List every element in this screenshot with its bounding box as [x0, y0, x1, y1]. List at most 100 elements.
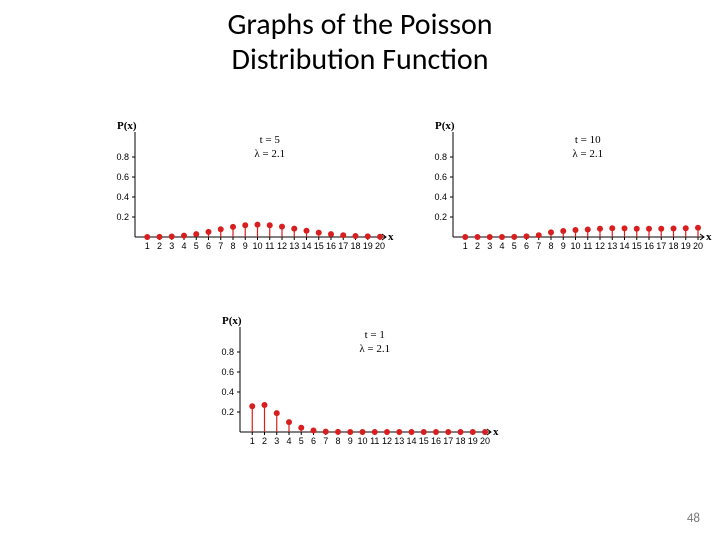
marker	[487, 234, 493, 240]
marker	[622, 225, 628, 231]
x-axis-label: x	[706, 231, 712, 243]
x-tick-label: 3	[487, 241, 492, 251]
marker	[340, 232, 346, 238]
title-line-2: Distribution Function	[231, 41, 488, 78]
x-tick-label: 4	[181, 241, 186, 251]
marker	[347, 429, 353, 435]
x-tick-label: 8	[230, 241, 235, 251]
x-tick-label: 4	[286, 436, 291, 446]
x-tick-label: 20	[480, 436, 490, 446]
marker	[242, 222, 248, 228]
marker	[169, 233, 175, 239]
marker	[475, 234, 481, 240]
y-tick-label: 0.2	[434, 212, 447, 222]
x-tick-label: 6	[311, 436, 316, 446]
marker	[409, 429, 415, 435]
marker	[433, 429, 439, 435]
marker	[267, 222, 273, 228]
param-t: t = 1	[365, 329, 385, 341]
x-tick-label: 20	[375, 241, 385, 251]
x-tick-label: 12	[382, 436, 392, 446]
marker	[384, 429, 390, 435]
x-tick-label: 15	[314, 241, 324, 251]
marker	[511, 234, 517, 240]
marker	[470, 429, 476, 435]
x-tick-label: 1	[250, 436, 255, 446]
x-tick-label: 10	[570, 241, 580, 251]
x-tick-label: 7	[323, 436, 328, 446]
y-axis-label: P(x)	[435, 120, 455, 132]
x-axis-label: x	[493, 426, 499, 438]
marker	[396, 429, 402, 435]
x-axis-label: x	[388, 231, 394, 243]
param-t: t = 10	[575, 134, 601, 146]
x-tick-label: 5	[512, 241, 517, 251]
x-tick-label: 11	[370, 436, 379, 446]
marker	[372, 429, 378, 435]
marker	[206, 229, 212, 235]
x-tick-label: 17	[443, 436, 453, 446]
x-tick-label: 10	[252, 241, 262, 251]
x-tick-label: 8	[335, 436, 340, 446]
marker	[573, 227, 579, 233]
stem-chart: P(x)x0.20.40.60.812345678910111213141516…	[90, 115, 390, 265]
x-tick-label: 4	[499, 241, 504, 251]
marker	[377, 234, 383, 240]
x-tick-label: 17	[338, 241, 348, 251]
marker	[695, 225, 701, 231]
marker	[304, 228, 310, 234]
y-tick-label: 0.2	[221, 407, 234, 417]
marker	[458, 429, 464, 435]
x-tick-label: 14	[301, 241, 311, 251]
param-lambda: λ = 2.1	[254, 148, 285, 160]
x-tick-label: 3	[169, 241, 174, 251]
param-t: t = 5	[260, 134, 281, 146]
x-tick-label: 17	[656, 241, 666, 251]
y-tick-label: 0.4	[116, 192, 129, 202]
y-tick-label: 0.6	[116, 172, 129, 182]
y-tick-label: 0.8	[116, 152, 129, 162]
x-tick-label: 13	[607, 241, 617, 251]
x-tick-label: 6	[206, 241, 211, 251]
marker	[193, 231, 199, 237]
marker	[445, 429, 451, 435]
y-tick-label: 0.4	[434, 192, 447, 202]
marker	[524, 233, 530, 239]
marker	[230, 224, 236, 230]
x-tick-label: 3	[274, 436, 279, 446]
x-tick-label: 12	[277, 241, 287, 251]
x-tick-label: 14	[619, 241, 629, 251]
x-tick-label: 11	[583, 241, 592, 251]
y-tick-label: 0.4	[221, 387, 234, 397]
x-tick-label: 11	[265, 241, 274, 251]
x-tick-label: 8	[548, 241, 553, 251]
stem-chart: P(x)x0.20.40.60.812345678910111213141516…	[408, 115, 708, 265]
x-tick-label: 6	[524, 241, 529, 251]
x-tick-label: 10	[357, 436, 367, 446]
marker	[218, 226, 224, 232]
x-tick-label: 13	[394, 436, 404, 446]
marker	[298, 425, 304, 431]
marker	[499, 234, 505, 240]
marker	[255, 222, 261, 228]
x-tick-label: 2	[157, 241, 162, 251]
chart-t1: P(x)x0.20.40.60.812345678910111213141516…	[195, 310, 495, 460]
y-axis-label: P(x)	[222, 315, 242, 327]
marker	[311, 428, 317, 434]
x-tick-label: 18	[350, 241, 360, 251]
x-tick-label: 19	[681, 241, 691, 251]
marker	[353, 233, 359, 239]
marker	[323, 429, 329, 435]
y-tick-label: 0.8	[434, 152, 447, 162]
marker	[316, 230, 322, 236]
marker	[560, 228, 566, 234]
slide: Graphs of the Poisson Distribution Funct…	[0, 0, 720, 540]
marker	[421, 429, 427, 435]
marker	[671, 226, 677, 232]
x-tick-label: 16	[644, 241, 654, 251]
y-tick-label: 0.2	[116, 212, 129, 222]
x-tick-label: 18	[455, 436, 465, 446]
marker	[181, 233, 187, 239]
x-tick-label: 9	[561, 241, 566, 251]
marker	[658, 226, 664, 232]
